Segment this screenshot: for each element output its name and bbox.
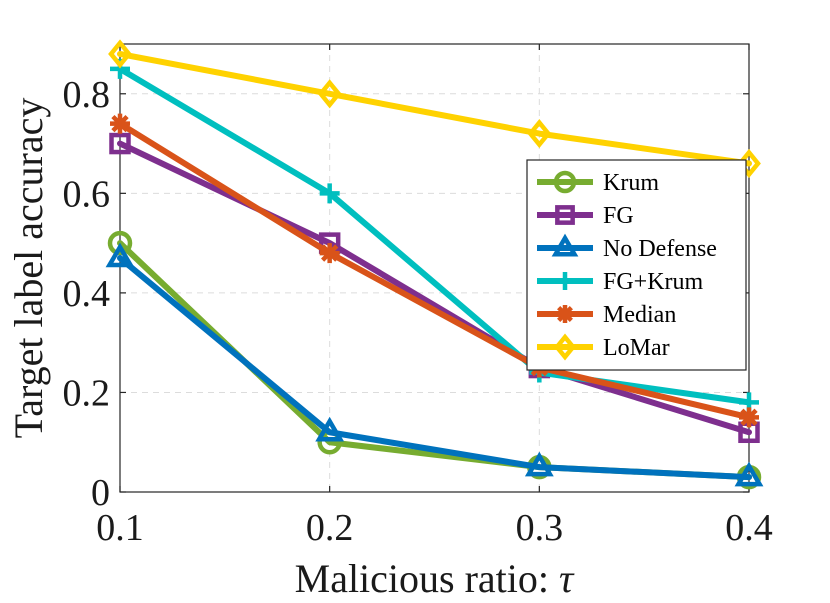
x-axis-label-text: Malicious ratio: bbox=[295, 556, 559, 601]
legend: Krum FG No Defense FG+Krum Median LoMar bbox=[526, 159, 747, 371]
legend-marker bbox=[555, 205, 575, 225]
series-line-fg-krum bbox=[117, 65, 752, 406]
series-line-median bbox=[117, 120, 752, 421]
x-tick-label: 0.2 bbox=[306, 507, 354, 549]
series-no-defense bbox=[105, 242, 764, 487]
series-line-no-defense bbox=[117, 255, 752, 481]
data-point-lomar bbox=[317, 79, 342, 109]
data-point-no-defense bbox=[734, 461, 764, 487]
legend-label: FG bbox=[603, 203, 634, 229]
legend-label: Median bbox=[603, 302, 676, 328]
legend-item-median: Median bbox=[537, 302, 676, 328]
legend-label: LoMar bbox=[603, 335, 670, 361]
y-tick-label: 0.8 bbox=[63, 74, 111, 116]
y-tick-label: 0.4 bbox=[63, 273, 111, 315]
data-point-median bbox=[319, 243, 340, 264]
x-axis-label-symbol: τ bbox=[559, 556, 575, 601]
data-point-median bbox=[739, 407, 759, 428]
data-point-lomar bbox=[527, 119, 552, 149]
legend-box bbox=[526, 159, 747, 371]
legend-item-krum: Krum bbox=[537, 170, 659, 196]
legend-item-fg: FG bbox=[537, 203, 634, 229]
data-point-fg bbox=[109, 132, 131, 155]
y-axis-label: Target label accuracy bbox=[6, 98, 51, 439]
y-tick-label: 0.2 bbox=[63, 372, 111, 414]
data-point-no-defense bbox=[105, 242, 135, 268]
series-group bbox=[105, 39, 764, 490]
y-tick-label: 0 bbox=[91, 472, 110, 514]
legend-marker bbox=[551, 233, 579, 257]
legend-item-lomar: LoMar bbox=[537, 333, 670, 361]
data-point-median bbox=[110, 113, 130, 134]
x-tick-label: 0.3 bbox=[516, 507, 564, 549]
series-line-fg bbox=[117, 140, 752, 436]
data-point-no-defense bbox=[315, 416, 345, 442]
legend-item-no-defense: No Defense bbox=[537, 233, 717, 262]
data-point-krum bbox=[107, 230, 133, 256]
y-tick-label: 0.6 bbox=[63, 173, 111, 215]
legend-label: FG+Krum bbox=[603, 269, 704, 295]
data-point-no-defense bbox=[524, 451, 554, 477]
legend-label: No Defense bbox=[603, 236, 717, 262]
legend-label: Krum bbox=[603, 170, 659, 196]
legend-marker bbox=[553, 170, 577, 194]
x-tick-label: 0.4 bbox=[725, 507, 773, 549]
legend-item-fg-krum: FG+Krum bbox=[537, 269, 704, 295]
legend-marker bbox=[556, 272, 574, 290]
x-axis-label: Malicious ratio: τ bbox=[295, 556, 575, 601]
x-tick-label: 0.1 bbox=[96, 507, 144, 549]
data-point-lomar bbox=[108, 39, 132, 69]
legend-marker bbox=[553, 333, 577, 361]
data-point-fg-krum bbox=[319, 183, 340, 204]
series-lomar bbox=[108, 39, 761, 179]
axis-ticks: 0.1 0.2 0.3 0.4 0 0.2 0.4 0.6 0.8 bbox=[63, 44, 773, 549]
legend-marker bbox=[556, 305, 574, 323]
series-line-lomar bbox=[117, 50, 752, 167]
plot-frame bbox=[119, 43, 750, 493]
